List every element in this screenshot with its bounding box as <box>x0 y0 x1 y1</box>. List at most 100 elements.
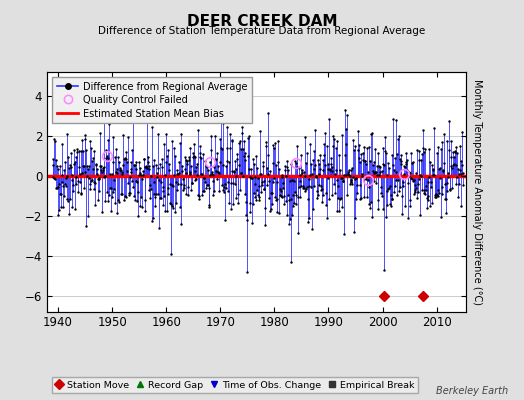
Point <box>103 188 111 195</box>
Point <box>50 136 58 142</box>
Point <box>206 133 215 140</box>
Point <box>361 158 369 164</box>
Point <box>256 171 265 178</box>
Point <box>274 138 282 144</box>
Point <box>95 175 104 181</box>
Point <box>240 138 248 145</box>
Point <box>403 167 411 173</box>
Point <box>173 171 182 178</box>
Point <box>53 184 62 190</box>
Point <box>178 163 186 170</box>
Point <box>90 178 99 185</box>
Point <box>380 148 389 154</box>
Point <box>58 141 66 148</box>
Point <box>153 174 161 180</box>
Point <box>239 145 247 152</box>
Point <box>350 229 358 235</box>
Point <box>57 191 65 197</box>
Point <box>332 145 340 152</box>
Point <box>287 196 295 202</box>
Point <box>63 173 71 179</box>
Point <box>124 134 132 140</box>
Point <box>141 163 150 170</box>
Point <box>208 169 216 175</box>
Point <box>92 161 101 168</box>
Point <box>403 180 412 186</box>
Point <box>384 186 392 192</box>
Point <box>83 173 92 179</box>
Point <box>78 136 86 143</box>
Point <box>334 195 343 202</box>
Point <box>349 136 357 143</box>
Point <box>219 187 227 194</box>
Point <box>314 192 322 198</box>
Point <box>430 125 439 132</box>
Point <box>377 168 386 175</box>
Point <box>182 170 191 176</box>
Point <box>157 179 166 185</box>
Point <box>320 152 328 158</box>
Point <box>71 159 79 165</box>
Point <box>82 147 91 153</box>
Point <box>106 171 114 177</box>
Point <box>458 128 466 135</box>
Point <box>238 172 247 179</box>
Point <box>281 166 289 173</box>
Point <box>166 200 174 206</box>
Point <box>136 165 145 172</box>
Point <box>177 221 185 227</box>
Point <box>319 157 327 163</box>
Point <box>312 174 320 180</box>
Point <box>96 163 104 169</box>
Point <box>167 182 176 188</box>
Point <box>80 136 89 142</box>
Point <box>116 167 124 174</box>
Point <box>307 184 315 190</box>
Point <box>111 154 119 160</box>
Point <box>246 174 255 180</box>
Point <box>64 154 72 160</box>
Point <box>341 152 350 158</box>
Point <box>386 182 394 189</box>
Point <box>298 170 306 177</box>
Point <box>168 202 176 209</box>
Point <box>411 186 419 193</box>
Point <box>106 184 114 191</box>
Point <box>190 140 198 147</box>
Point <box>406 170 414 176</box>
Point <box>257 179 266 185</box>
Point <box>100 164 108 171</box>
Point <box>191 154 199 160</box>
Point <box>134 213 142 219</box>
Point <box>444 174 453 180</box>
Point <box>431 194 439 201</box>
Point <box>241 156 249 163</box>
Point <box>359 176 368 182</box>
Point <box>257 189 265 195</box>
Point <box>367 199 375 206</box>
Point <box>244 135 253 141</box>
Point <box>357 170 366 177</box>
Point <box>261 205 269 212</box>
Point <box>358 173 366 180</box>
Point <box>324 175 332 182</box>
Point <box>392 117 400 123</box>
Point <box>73 189 82 196</box>
Point <box>179 176 188 182</box>
Point <box>152 170 161 176</box>
Point <box>391 183 399 189</box>
Point <box>276 186 285 193</box>
Point <box>100 114 108 120</box>
Point <box>86 181 94 187</box>
Point <box>317 182 325 189</box>
Point <box>160 193 168 200</box>
Point <box>386 192 395 198</box>
Point <box>312 172 321 179</box>
Point <box>455 170 463 177</box>
Point <box>125 192 134 198</box>
Point <box>192 164 200 171</box>
Text: DEER CREEK DAM: DEER CREEK DAM <box>187 14 337 29</box>
Point <box>276 191 284 198</box>
Point <box>235 187 244 194</box>
Point <box>185 156 193 163</box>
